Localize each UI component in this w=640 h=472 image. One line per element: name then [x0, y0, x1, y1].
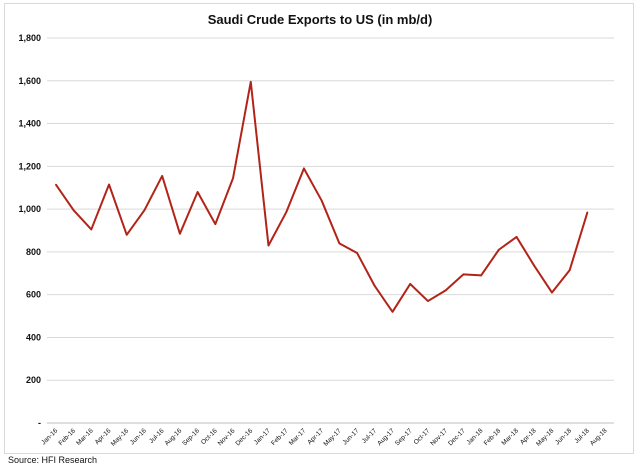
data-point [179, 232, 181, 235]
y-tick-label: 1,600 [18, 76, 41, 86]
data-point [444, 289, 447, 292]
data-point [391, 310, 394, 313]
y-tick-label: 1,800 [18, 33, 41, 43]
x-tick-label: Mar-18 [500, 427, 520, 447]
x-tick-label: Jan-17 [253, 427, 272, 446]
x-tick-label: Aug-17 [376, 427, 396, 447]
data-point [568, 269, 571, 271]
data-point [232, 177, 234, 179]
data-point [108, 183, 110, 186]
data-point [498, 248, 500, 251]
data-point [303, 167, 305, 170]
data-point [533, 264, 536, 267]
x-tick-label: Mar-17 [288, 427, 308, 447]
y-tick-label: 200 [26, 375, 41, 385]
data-point [72, 209, 75, 211]
x-tick-label: Sep-16 [181, 427, 201, 447]
y-tick-label: - [38, 418, 41, 428]
y-tick-label: 400 [26, 332, 41, 342]
x-tick-label: Feb-18 [483, 427, 503, 447]
source-note: Source: HFI Research [8, 455, 98, 465]
y-tick-label: 600 [26, 290, 41, 300]
data-point [125, 233, 128, 236]
data-point [427, 300, 429, 302]
data-point [90, 228, 93, 231]
x-tick-label: Aug-18 [589, 427, 609, 447]
x-tick-label: Dec-16 [234, 427, 254, 447]
data-point [161, 175, 163, 177]
data-point [515, 236, 518, 238]
data-point [373, 285, 376, 287]
data-point [551, 291, 553, 294]
x-tick-label: Nov-16 [217, 427, 237, 447]
y-tick-label: 1,400 [18, 119, 41, 129]
x-tick-label: Mar-16 [75, 427, 95, 447]
data-point [196, 191, 199, 193]
data-point [409, 283, 412, 285]
x-tick-label: Jun-16 [129, 427, 148, 446]
x-tick-label: Oct-17 [413, 427, 432, 446]
data-point [55, 183, 57, 186]
data-point [285, 211, 288, 214]
data-point [356, 252, 358, 254]
data-point [249, 81, 252, 83]
y-tick-label: 800 [26, 247, 41, 257]
data-point [214, 223, 217, 225]
data-point [462, 273, 465, 276]
x-tick-label: Oct-16 [200, 427, 219, 446]
x-tick-label: May-18 [535, 427, 556, 448]
x-tick-label: Aug-16 [164, 427, 184, 447]
y-tick-label: 1,000 [18, 204, 41, 214]
data-point [338, 242, 341, 245]
x-tick-label: Jan-18 [466, 427, 485, 446]
data-point [143, 209, 146, 211]
series-line [55, 80, 589, 313]
chart-title: Saudi Crude Exports to US (in mb/d) [207, 12, 433, 27]
chart-frame [4, 3, 634, 454]
x-tick-label: Jan-16 [40, 427, 59, 446]
x-tick-label: May-17 [322, 427, 343, 448]
x-tick-label: May-16 [110, 427, 131, 448]
x-tick-label: Feb-17 [270, 427, 290, 447]
y-tick-label: 1,200 [18, 161, 41, 171]
x-tick-label: Jun-17 [341, 427, 360, 446]
x-tick-label: Nov-17 [429, 427, 449, 447]
x-tick-label: Dec-17 [447, 427, 467, 447]
data-point [480, 274, 482, 277]
x-tick-label: Sep-17 [394, 427, 414, 447]
data-point [586, 211, 589, 214]
data-point [267, 244, 270, 247]
data-point [320, 199, 323, 202]
x-tick-label: Jun-18 [554, 427, 573, 446]
x-tick-label: Feb-16 [57, 427, 77, 447]
